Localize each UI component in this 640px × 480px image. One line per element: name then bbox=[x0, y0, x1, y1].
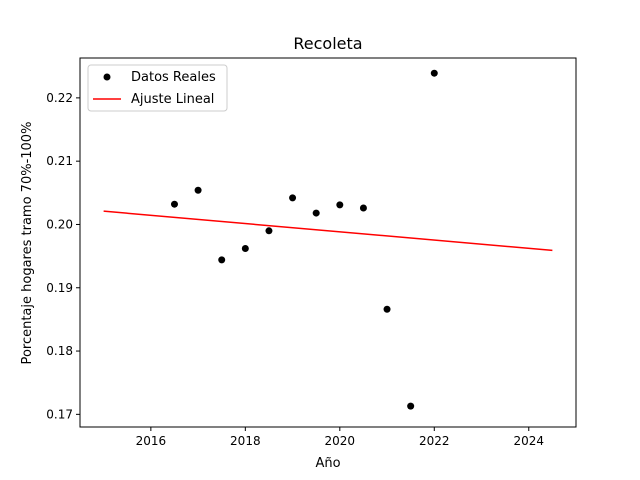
y-axis-label: Porcentaje hogares tramo 70%-100% bbox=[20, 122, 35, 365]
y-axis: 0.17 0.18 0.19 0.20 0.21 0.22 bbox=[46, 91, 80, 421]
data-point bbox=[265, 227, 273, 235]
plot-frame bbox=[79, 57, 577, 428]
x-tick-label: 2024 bbox=[513, 434, 544, 448]
fit-line bbox=[103, 210, 553, 252]
data-point bbox=[430, 69, 438, 77]
x-axis: 2016 2018 2020 2022 2024 bbox=[136, 427, 544, 448]
y-tick-label: 0.20 bbox=[46, 217, 73, 231]
y-tick-label: 0.21 bbox=[46, 154, 73, 168]
x-tick-label: 2016 bbox=[136, 434, 167, 448]
y-tick-label: 0.17 bbox=[46, 407, 73, 421]
data-point bbox=[383, 305, 391, 313]
data-point bbox=[312, 209, 320, 217]
x-tick-label: 2020 bbox=[325, 434, 356, 448]
plot-area bbox=[79, 57, 577, 428]
y-tick-label: 0.22 bbox=[46, 91, 73, 105]
data-point bbox=[359, 204, 367, 212]
y-tick-label: 0.19 bbox=[46, 281, 73, 295]
data-point bbox=[289, 194, 297, 202]
legend: Datos Reales Ajuste Lineal bbox=[87, 64, 228, 112]
data-point bbox=[407, 402, 415, 410]
legend-label: Ajuste Lineal bbox=[131, 92, 214, 107]
data-point bbox=[241, 245, 249, 253]
legend-marker-swatch bbox=[103, 73, 111, 81]
x-tick-label: 2018 bbox=[230, 434, 261, 448]
data-point bbox=[218, 256, 226, 264]
chart-title: Recoleta bbox=[293, 34, 362, 53]
y-tick-label: 0.18 bbox=[46, 344, 73, 358]
x-axis-label: Año bbox=[315, 456, 340, 471]
data-point bbox=[194, 186, 202, 194]
data-point bbox=[336, 201, 344, 209]
x-tick-label: 2022 bbox=[419, 434, 450, 448]
legend-box bbox=[87, 64, 228, 112]
legend-label: Datos Reales bbox=[131, 70, 216, 85]
data-point bbox=[170, 200, 178, 208]
